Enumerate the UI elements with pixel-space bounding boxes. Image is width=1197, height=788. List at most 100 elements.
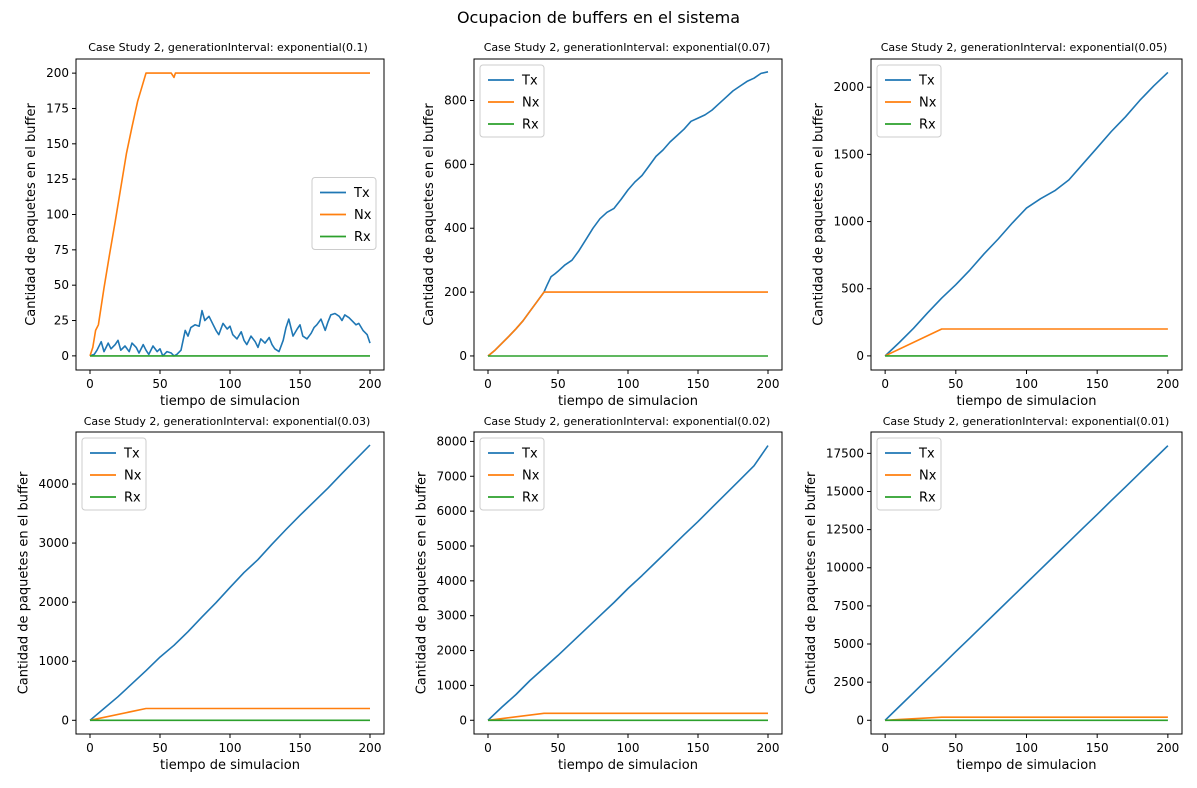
y-tick-label: 100: [46, 208, 69, 222]
x-tick-label: 150: [687, 741, 710, 755]
legend-label-tx: Tx: [521, 447, 538, 462]
x-axis-label: tiempo de simulacion: [160, 394, 300, 409]
series-line-nx: [89, 72, 370, 357]
y-tick-label: 3000: [436, 609, 467, 623]
x-tick-label: 0: [484, 377, 492, 391]
y-axis-label: Cantidad de paquetes en el buffer: [17, 471, 32, 694]
y-tick-label: 5000: [436, 539, 467, 553]
x-tick-label: 200: [757, 741, 780, 755]
legend-label-nx: Nx: [124, 469, 142, 484]
x-tick-label: 100: [219, 377, 242, 391]
x-tick-label: 200: [359, 377, 382, 391]
y-tick-label: 4000: [38, 477, 69, 491]
legend-label-nx: Nx: [919, 469, 937, 484]
legend-label-rx: Rx: [124, 491, 141, 506]
y-tick-label: 1500: [833, 147, 864, 161]
x-tick-label: 50: [550, 377, 565, 391]
x-tick-label: 150: [289, 741, 312, 755]
legend-box: [81, 437, 147, 511]
legend: Tx Nx Rx: [876, 437, 942, 511]
x-tick-label: 200: [757, 377, 780, 391]
x-tick-label: 50: [152, 377, 167, 391]
series-group: [884, 445, 1169, 722]
x-tick-label: 0: [881, 377, 889, 391]
y-tick-label: 2000: [833, 80, 864, 94]
subplot-title: Case Study 2, generationInterval: expone…: [88, 41, 368, 54]
legend: Tx Nx Rx: [81, 437, 147, 511]
y-tick-label: 0: [459, 713, 467, 727]
series-line-tx: [89, 444, 371, 721]
legend-box: [876, 64, 942, 138]
legend: Tx Nx Rx: [876, 64, 942, 138]
subplot-title: Case Study 2, generationInterval: expone…: [484, 41, 771, 54]
legend-label-rx: Rx: [522, 118, 539, 133]
legend-label-nx: Nx: [919, 96, 937, 111]
x-axis-label: tiempo de simulacion: [160, 758, 300, 773]
x-tick-label: 200: [1156, 741, 1179, 755]
x-tick-label: 150: [687, 377, 710, 391]
x-tick-label: 0: [484, 741, 492, 755]
y-axis-label: Cantidad de paquetes en el buffer: [422, 103, 437, 326]
y-tick-label: 0: [856, 349, 864, 363]
series-line-tx: [884, 71, 1169, 357]
legend-label-tx: Tx: [521, 74, 538, 89]
legend-box: [479, 64, 545, 138]
x-tick-label: 100: [617, 741, 640, 755]
y-tick-label: 25: [54, 314, 69, 328]
legend-label-nx: Nx: [354, 208, 372, 223]
series-line-tx: [89, 309, 371, 357]
series-group: [487, 71, 769, 357]
y-tick-label: 3000: [38, 536, 69, 550]
y-tick-label: 17500: [826, 446, 864, 460]
legend: Tx Nx Rx: [479, 64, 545, 138]
x-tick-label: 50: [948, 741, 963, 755]
subplot-title: Case Study 2, generationInterval: expone…: [484, 415, 771, 428]
y-tick-label: 175: [46, 101, 69, 115]
legend: Tx Nx Rx: [311, 177, 377, 250]
series-line-nx: [89, 707, 370, 722]
subplot-title: Case Study 2, generationInterval: expone…: [883, 415, 1170, 428]
y-tick-label: 1000: [38, 654, 69, 668]
subplot-5: Case Study 2, generationInterval: expone…: [415, 415, 783, 773]
y-tick-label: 150: [46, 137, 69, 151]
y-tick-label: 1000: [436, 678, 467, 692]
y-tick-label: 200: [444, 285, 467, 299]
series-group: [884, 71, 1169, 357]
y-axis-label: Cantidad de paquetes en el buffer: [24, 103, 39, 326]
subplot-2: Case Study 2, generationInterval: expone…: [422, 41, 783, 409]
x-tick-label: 50: [550, 741, 565, 755]
y-tick-label: 50: [54, 278, 69, 292]
y-tick-label: 1000: [833, 215, 864, 229]
legend-box: [479, 437, 545, 511]
y-tick-label: 15000: [826, 484, 864, 498]
legend: Tx Nx Rx: [479, 437, 545, 511]
y-axis-label: Cantidad de paquetes en el buffer: [804, 471, 819, 694]
y-tick-label: 800: [444, 94, 467, 108]
figure-title: Ocupacion de buffers en el sistema: [456, 8, 741, 27]
legend-label-rx: Rx: [919, 491, 936, 506]
x-tick-label: 150: [1086, 741, 1109, 755]
legend-box: [311, 177, 377, 250]
x-axis-label: tiempo de simulacion: [558, 758, 698, 773]
legend-label-rx: Rx: [522, 491, 539, 506]
y-tick-label: 2000: [436, 644, 467, 658]
y-tick-label: 7500: [833, 599, 864, 613]
y-tick-label: 4000: [436, 574, 467, 588]
y-tick-label: 75: [54, 243, 69, 257]
x-tick-label: 150: [1086, 377, 1109, 391]
subplot-1: Case Study 2, generationInterval: expone…: [24, 41, 385, 409]
subplot-6: Case Study 2, generationInterval: expone…: [804, 415, 1183, 773]
series-group: [89, 444, 371, 722]
y-tick-label: 10000: [826, 561, 864, 575]
y-tick-label: 12500: [826, 523, 864, 537]
legend-label-rx: Rx: [354, 230, 371, 245]
x-tick-label: 100: [617, 377, 640, 391]
series-line-tx: [487, 445, 769, 721]
subplot-title: Case Study 2, generationInterval: expone…: [881, 41, 1168, 54]
y-axis-label: Cantidad de paquetes en el buffer: [415, 471, 430, 694]
y-tick-label: 0: [61, 349, 69, 363]
y-tick-label: 125: [46, 172, 69, 186]
x-tick-label: 200: [359, 741, 382, 755]
x-tick-label: 50: [152, 741, 167, 755]
